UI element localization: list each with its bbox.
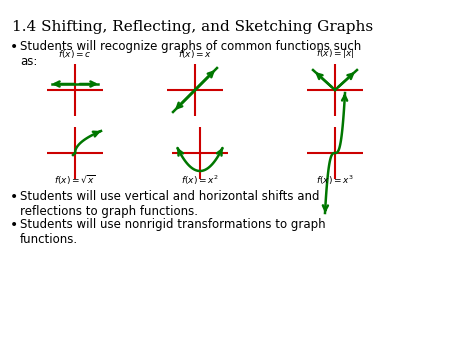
Text: •: • [10, 190, 18, 204]
Text: $f(x)=c$: $f(x)=c$ [58, 48, 92, 60]
Text: $f(x)=\sqrt{x}$: $f(x)=\sqrt{x}$ [54, 173, 96, 187]
Text: $f(x)=x$: $f(x)=x$ [178, 48, 212, 60]
Text: Students will recognize graphs of common functions such
as:: Students will recognize graphs of common… [20, 40, 361, 68]
Text: •: • [10, 40, 18, 54]
Text: $f(x)=x^2$: $f(x)=x^2$ [181, 174, 219, 187]
Text: •: • [10, 218, 18, 232]
Text: Students will use nonrigid transformations to graph
functions.: Students will use nonrigid transformatio… [20, 218, 326, 246]
Text: $f(x)=x^3$: $f(x)=x^3$ [316, 174, 354, 187]
Text: Students will use vertical and horizontal shifts and
reflections to graph functi: Students will use vertical and horizonta… [20, 190, 320, 218]
Text: $f(x)=|x|$: $f(x)=|x|$ [315, 47, 355, 60]
Text: 1.4 Shifting, Reflecting, and Sketching Graphs: 1.4 Shifting, Reflecting, and Sketching … [12, 20, 373, 34]
